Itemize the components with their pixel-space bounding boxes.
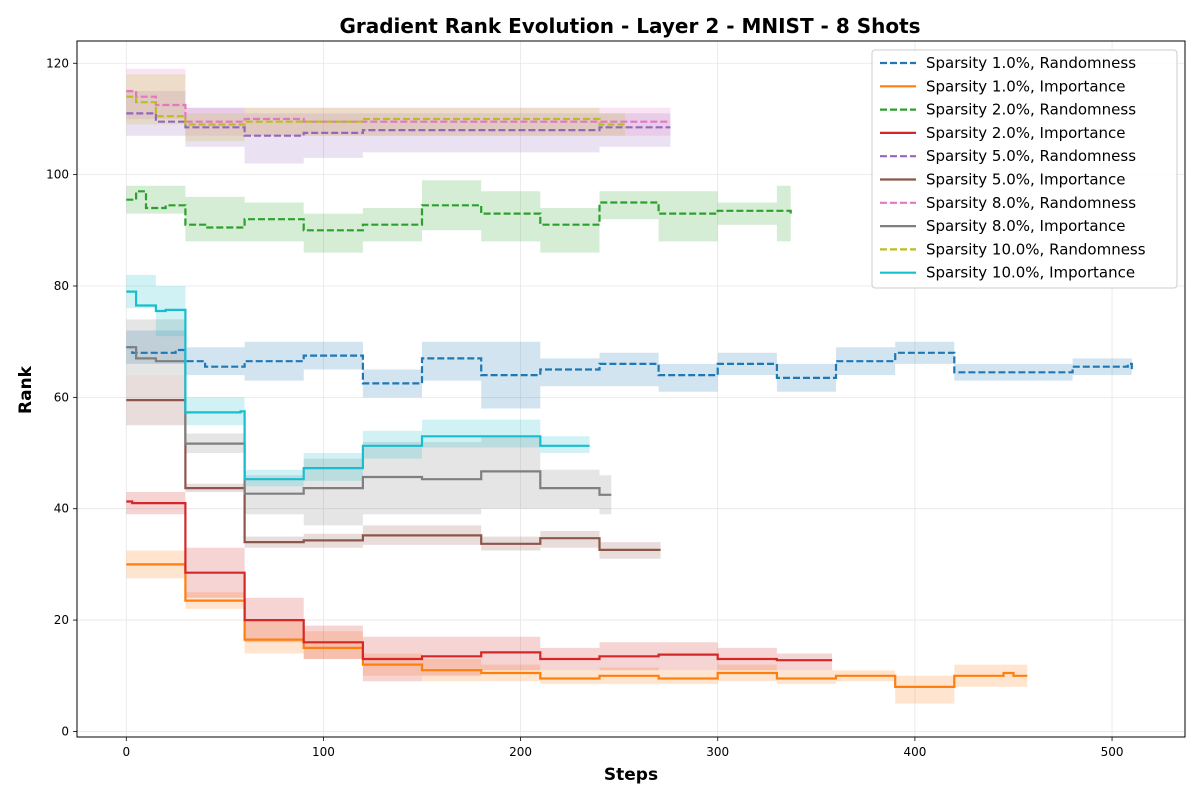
x-tick-label: 400 [903, 745, 926, 759]
legend-label: Sparsity 8.0%, Importance [926, 217, 1126, 235]
series-band [126, 274, 590, 487]
chart-title: Gradient Rank Evolution - Layer 2 - MNIS… [339, 14, 920, 38]
plot-frame [76, 40, 1186, 738]
legend-label: Sparsity 10.0%, Importance [926, 264, 1135, 282]
series-band [126, 550, 1028, 704]
series-line [126, 290, 590, 481]
legend-box [871, 49, 1178, 289]
x-tick-label: 500 [1101, 745, 1124, 759]
series-band [126, 91, 671, 164]
y-tick-label: 40 [54, 502, 69, 516]
legend-label: Sparsity 1.0%, Importance [926, 77, 1126, 95]
legend-label: Sparsity 2.0%, Randomness [926, 101, 1136, 119]
series-line [126, 399, 661, 551]
series-line [126, 346, 612, 496]
series-band [126, 180, 791, 253]
series-lines [126, 90, 1133, 688]
legend-label: Sparsity 10.0%, Randomness [926, 240, 1146, 258]
y-tick-label: 20 [54, 613, 69, 627]
x-axis-label: Steps [604, 765, 658, 785]
y-tick-label: 120 [46, 56, 69, 70]
series-line [126, 500, 833, 662]
x-tick-label: 300 [706, 745, 729, 759]
x-tick-label: 100 [312, 745, 335, 759]
x-tick-label: 0 [122, 745, 130, 759]
legend-label: Sparsity 5.0%, Importance [926, 171, 1126, 189]
series-line [126, 112, 671, 137]
legend-label: Sparsity 8.0%, Randomness [926, 194, 1136, 212]
legend: Sparsity 1.0%, Randomness Sparsity 1.0%, … [871, 49, 1178, 289]
series-line [126, 90, 671, 123]
series-band [126, 74, 626, 142]
y-axis-label: Rank [16, 365, 36, 414]
legend-label: Sparsity 1.0%, Randomness [926, 54, 1136, 72]
series-band [126, 330, 1132, 409]
series-line [126, 190, 792, 232]
y-tick-label: 100 [46, 168, 69, 182]
series-line [126, 346, 1133, 385]
series-band [126, 319, 612, 526]
y-tick-label: 80 [54, 279, 69, 293]
series-band [126, 492, 833, 682]
x-tick-label: 200 [509, 745, 532, 759]
legend-label: Sparsity 5.0%, Randomness [926, 147, 1136, 165]
axis-ticks: 0 100 200 300 400 500 0 20 40 60 80 100 120 [46, 56, 1123, 759]
series-line [126, 95, 627, 128]
legend-label: Sparsity 2.0%, Importance [926, 124, 1126, 142]
y-tick-label: 0 [61, 724, 69, 738]
y-tick-label: 60 [54, 390, 69, 404]
series-line [126, 563, 1028, 688]
series-band [126, 375, 661, 559]
